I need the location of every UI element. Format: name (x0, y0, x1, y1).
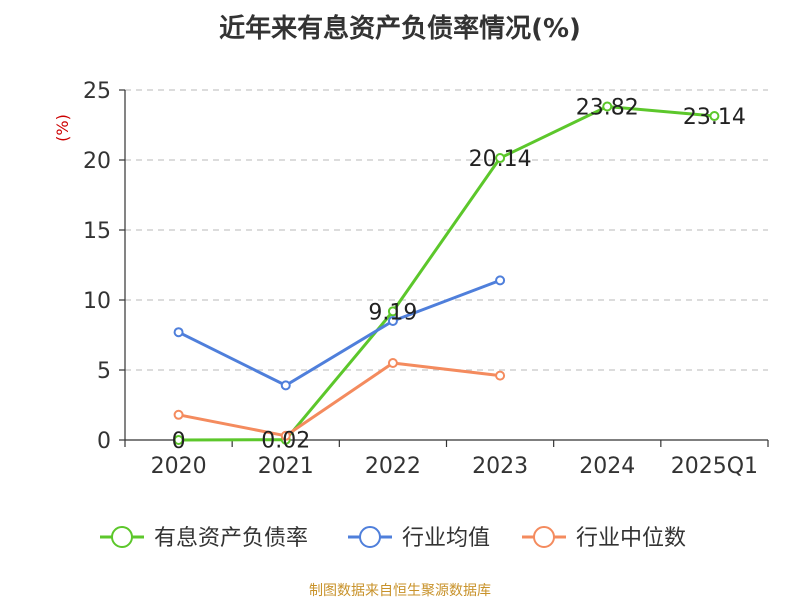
data-label: 0.02 (261, 429, 310, 454)
data-point (602, 101, 613, 112)
x-tick-label: 2025Q1 (671, 454, 758, 479)
data-point (709, 111, 720, 122)
x-tick-label: 2020 (151, 454, 207, 479)
data-point (387, 358, 398, 368)
y-tick-label: 0 (97, 429, 111, 454)
series-points (173, 101, 720, 445)
data-point (280, 430, 291, 441)
series-line (178, 361, 501, 438)
y-tick-label: 20 (83, 149, 111, 174)
y-tick-label: 10 (83, 289, 111, 314)
axes: 0 5 10 15 20 25 (%) 2020 2021 2022 2023 2024 2025Q1 (53, 79, 769, 479)
data-label: 23.82 (576, 96, 639, 121)
series-lines (177, 105, 715, 442)
series-line (177, 278, 501, 387)
y-tick-label: 25 (83, 79, 111, 104)
data-point (387, 316, 398, 326)
data-point (280, 380, 291, 391)
data-point (387, 306, 398, 317)
data-point (173, 409, 184, 420)
data-point (495, 153, 506, 164)
x-tick-label: 2021 (258, 454, 314, 479)
legend-marker (111, 526, 133, 548)
data-labels: 0 0.02 9.19 20.14 23.82 23.14 (172, 96, 746, 454)
y-tick-label: 15 (83, 219, 111, 244)
data-point (495, 370, 506, 381)
legend-marker (359, 526, 381, 548)
data-label: 20.14 (469, 147, 532, 172)
data-label: 0 (172, 429, 186, 454)
data-point (495, 275, 506, 286)
legend: 有息资产负债率 行业均值 行业中位数 (100, 526, 686, 551)
data-label: 9.19 (368, 300, 417, 325)
x-tick-label: 2024 (579, 454, 635, 479)
legend-marker (533, 526, 555, 548)
grid-lines (125, 89, 768, 371)
data-point (173, 435, 184, 445)
x-tick-label: 2023 (472, 454, 528, 479)
data-point (173, 327, 184, 338)
x-tick-label: 2022 (365, 454, 421, 479)
legend-label: 行业均值 (402, 526, 490, 551)
legend-label: 行业中位数 (576, 526, 686, 551)
legend-label: 有息资产负债率 (154, 526, 308, 551)
data-label: 23.14 (683, 105, 746, 130)
source-note: 制图数据来自恒生聚源数据库 (309, 583, 491, 599)
y-axis-label: (%) (53, 114, 72, 142)
chart-title: 近年来有息资产负债率情况(%) (219, 14, 581, 44)
series-line (178, 105, 715, 442)
y-tick-label: 5 (97, 359, 111, 384)
